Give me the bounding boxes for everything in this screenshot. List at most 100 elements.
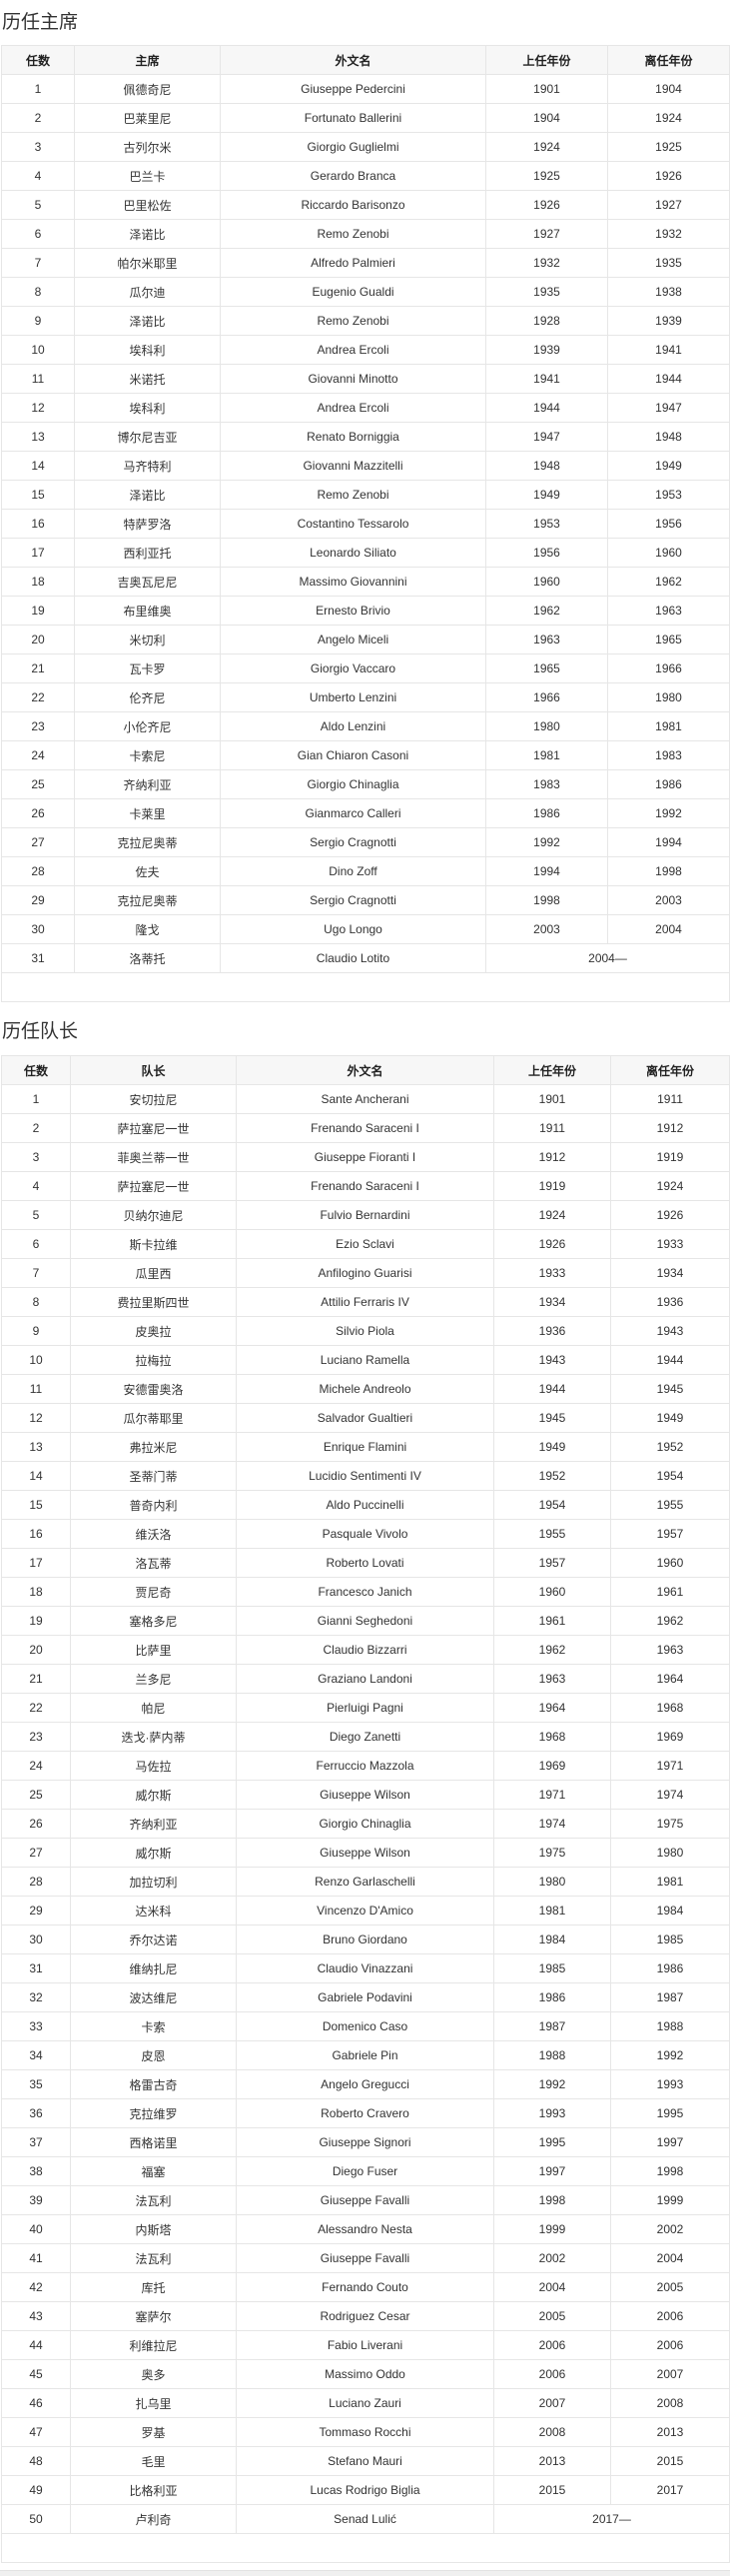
end-year-cell: 1995 [610,2098,730,2128]
chinese-name-cell: 米切利 [74,625,221,654]
chinese-name-cell: 皮奥拉 [70,1316,237,1346]
end-year-cell: 1960 [610,1548,730,1578]
term-number-cell: 25 [1,769,75,799]
foreign-name-cell: Francesco Janich [236,1577,494,1607]
end-year-cell: 1956 [607,509,730,539]
table-row: 21 瓦卡罗 Giorgio Vaccaro 1965 1966 [1,653,730,683]
chinese-name-cell: 伦齐尼 [74,682,221,712]
start-year-cell: 1934 [493,1287,611,1317]
table-row: 50 卢利奇 Senad Lulić 2017— [1,2504,730,2534]
term-number-cell: 21 [1,1664,71,1694]
chinese-name-cell: 库托 [70,2272,237,2302]
chinese-name-cell: 贾尼奇 [70,1577,237,1607]
start-year-cell: 1984 [493,1925,611,1954]
end-year-cell: 1948 [607,422,730,452]
start-year-cell: 1925 [485,161,608,191]
table-row: 7 瓜里西 Anfilogino Guarisi 1933 1934 [1,1258,730,1288]
end-year-cell: 1943 [610,1316,730,1346]
start-year-cell: 2004— [485,943,730,973]
end-year-cell: 1949 [610,1403,730,1433]
term-number-cell: 9 [1,306,75,336]
start-year-cell: 1966 [485,682,608,712]
end-year-cell: 1947 [607,393,730,423]
table-row: 21 兰多尼 Graziano Landoni 1963 1964 [1,1664,730,1694]
end-year-cell: 1984 [610,1896,730,1926]
foreign-name-cell: Angelo Miceli [220,625,486,654]
end-year-cell: 1936 [610,1287,730,1317]
chinese-name-cell: 萨拉塞尼一世 [70,1171,237,1201]
end-year-cell: 1994 [607,827,730,857]
end-year-cell: 1938 [607,277,730,307]
end-year-cell: 1992 [610,2040,730,2070]
start-year-cell: 1963 [485,625,608,654]
table-row: 27 克拉尼奥蒂 Sergio Cragnotti 1992 1994 [1,827,730,857]
end-year-cell: 1911 [610,1084,730,1114]
foreign-name-cell: Ernesto Brivio [220,596,486,626]
end-year-cell: 1964 [610,1664,730,1694]
start-year-cell: 1980 [485,711,608,741]
foreign-name-cell: Eugenio Gualdi [220,277,486,307]
foreign-name-cell: Silvio Piola [236,1316,494,1346]
end-year-cell: 2002 [610,2214,730,2244]
start-year-cell: 1975 [493,1838,611,1868]
empty-cell [1,972,730,1002]
start-year-cell: 1926 [493,1229,611,1259]
chinese-name-cell: 吉奥瓦尼尼 [74,567,221,597]
term-number-cell: 30 [1,1925,71,1954]
term-number-cell: 1 [1,1084,71,1114]
foreign-name-cell: Gianmarco Calleri [220,798,486,828]
chinese-name-cell: 瓦卡罗 [74,653,221,683]
chinese-name-cell: 西利亚托 [74,538,221,568]
column-header: 主席 [74,45,221,75]
table-row: 47 罗基 Tommaso Rocchi 2008 2013 [1,2417,730,2447]
foreign-name-cell: Frenando Saraceni I [236,1113,494,1143]
chinese-name-cell: 瓜尔蒂耶里 [70,1403,237,1433]
column-header: 离任年份 [610,1055,730,1085]
end-year-cell: 1952 [610,1432,730,1462]
table-row: 28 加拉切利 Renzo Garlaschelli 1980 1981 [1,1867,730,1897]
chinese-name-cell: 维沃洛 [70,1519,237,1549]
table-row: 10 埃科利 Andrea Ercoli 1939 1941 [1,335,730,365]
start-year-cell: 1988 [493,2040,611,2070]
chinese-name-cell: 布里维奥 [74,596,221,626]
table-row: 23 迭戈·萨内蒂 Diego Zanetti 1968 1969 [1,1722,730,1752]
foreign-name-cell: Ugo Longo [220,914,486,944]
term-number-cell: 12 [1,393,75,423]
end-year-cell: 1925 [607,132,730,162]
start-year-cell: 1985 [493,1953,611,1983]
foreign-name-cell: Gabriele Podavini [236,1982,494,2012]
term-number-cell: 27 [1,1838,71,1868]
start-year-cell: 1952 [493,1461,611,1491]
table-row: 18 贾尼奇 Francesco Janich 1960 1961 [1,1577,730,1607]
term-number-cell: 39 [1,2185,71,2215]
foreign-name-cell: Lucas Rodrigo Biglia [236,2475,494,2505]
captains-table: 任数 队长 外文名 上任年份 离任年份 1 安切拉尼 Sante Ancherani 1901… [1,1055,730,2563]
start-year-cell: 2004 [493,2272,611,2302]
chinese-name-cell: 埃科利 [74,335,221,365]
chinese-name-cell: 瓜里西 [70,1258,237,1288]
column-header: 任数 [1,1055,71,1085]
chinese-name-cell: 卡莱里 [74,798,221,828]
end-year-cell: 1926 [607,161,730,191]
start-year-cell: 1948 [485,451,608,481]
start-year-cell: 1962 [493,1635,611,1665]
table-row: 29 克拉尼奥蒂 Sergio Cragnotti 1998 2003 [1,885,730,915]
term-number-cell: 23 [1,711,75,741]
start-year-cell: 1962 [485,596,608,626]
column-header: 任数 [1,45,75,75]
foreign-name-cell: Costantino Tessarolo [220,509,486,539]
end-year-cell: 1963 [607,596,730,626]
table-row: 15 普奇内利 Aldo Puccinelli 1954 1955 [1,1490,730,1520]
foreign-name-cell: Fabio Liverani [236,2330,494,2360]
start-year-cell: 1944 [493,1374,611,1404]
chinese-name-cell: 加拉切利 [70,1867,237,1897]
chinese-name-cell: 克拉尼奥蒂 [74,827,221,857]
start-year-cell: 2015 [493,2475,611,2505]
foreign-name-cell: Bruno Giordano [236,1925,494,1954]
foreign-name-cell: Salvador Gualtieri [236,1403,494,1433]
end-year-cell: 1941 [607,335,730,365]
chinese-name-cell: 比萨里 [70,1635,237,1665]
chinese-name-cell: 克拉维罗 [70,2098,237,2128]
end-year-cell: 1912 [610,1113,730,1143]
end-year-cell: 1974 [610,1780,730,1810]
